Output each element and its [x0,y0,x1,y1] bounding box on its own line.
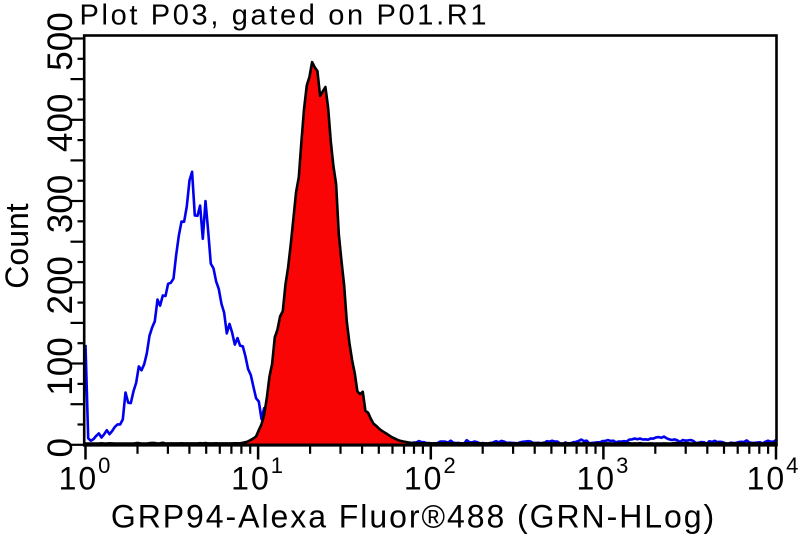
svg-text:400: 400 [41,94,80,152]
svg-text:0: 0 [41,438,80,457]
svg-text:500: 500 [41,12,80,70]
svg-text:Count: Count [0,203,35,289]
svg-text:100: 100 [41,337,80,395]
svg-text:200: 200 [41,256,80,314]
svg-text:GRP94-Alexa Fluor®488 (GRN-HLo: GRP94-Alexa Fluor®488 (GRN-HLog) [111,499,716,535]
svg-text:Plot P03, gated on P01.R1: Plot P03, gated on P01.R1 [80,0,490,32]
svg-text:300: 300 [41,175,80,233]
